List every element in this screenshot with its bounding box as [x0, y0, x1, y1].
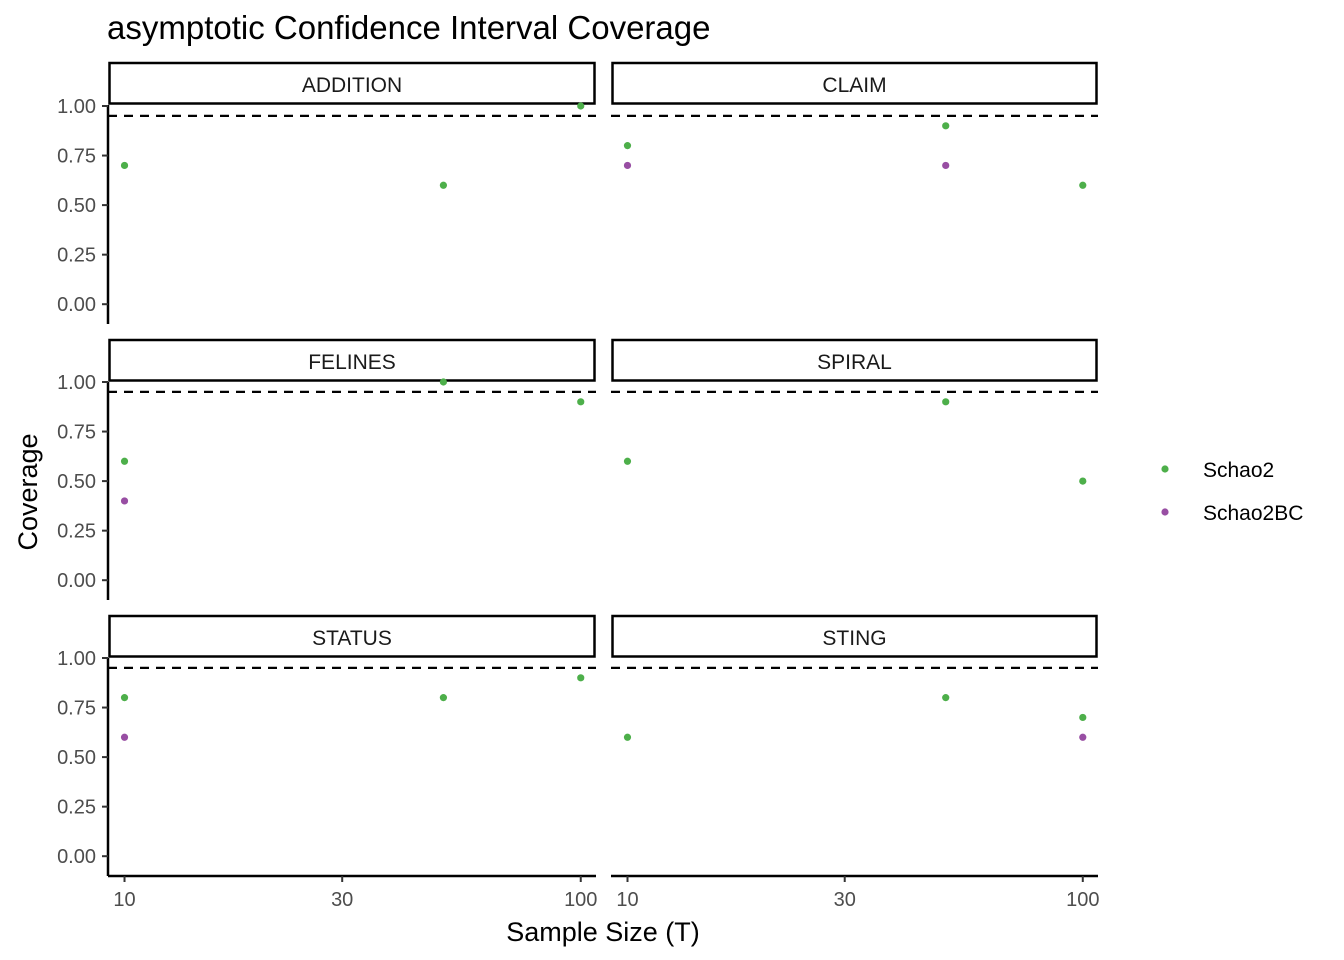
- data-point-schao2-claim: [942, 122, 950, 130]
- panel-status: STATUS 0.00 0.25 0.50 0.75 1.00 10 30 100: [57, 614, 597, 911]
- strip-label-addition: ADDITION: [302, 74, 402, 97]
- panel-addition: ADDITION 0.00 0.25 0.50 0.75 1.00: [57, 61, 596, 324]
- data-point-schao2bc-claim: [623, 161, 632, 170]
- legend-label-schao2bc: Schao2BC: [1203, 502, 1303, 525]
- strip-status: [108, 614, 596, 658]
- data-point-schao2bc-status: [120, 733, 129, 741]
- x-tick-label-sting: 100: [1066, 889, 1099, 911]
- data-point-schao2-felines: [439, 378, 448, 386]
- data-point-schao2-sting: [623, 733, 632, 741]
- panel-claim: CLAIM: [611, 61, 1098, 189]
- y-tick-label-addition: 0.50: [57, 195, 96, 217]
- strip-claim: [611, 61, 1098, 105]
- y-tick-label-felines: 0.75: [57, 422, 96, 444]
- data-point-schao2-felines: [577, 398, 585, 406]
- x-tick-label-sting: 30: [834, 889, 856, 911]
- y-tick-label-addition: 0.00: [57, 294, 96, 316]
- y-tick-label-felines: 0.50: [57, 471, 96, 493]
- data-point-schao2-spiral: [942, 398, 950, 406]
- panels-layer: ADDITION 0.00 0.25 0.50 0.75 1.00 CLAIM FELINES…: [57, 61, 1099, 911]
- y-axis-title: Coverage: [13, 433, 43, 550]
- data-point-schao2-spiral: [623, 457, 632, 465]
- strip-label-spiral: SPIRAL: [817, 351, 892, 374]
- legend-key-schao2bc: [1161, 508, 1169, 516]
- strip-label-claim: CLAIM: [822, 74, 886, 97]
- y-tick-label-status: 0.75: [57, 698, 96, 720]
- strip-felines: [108, 338, 596, 382]
- y-tick-label-status: 0.00: [57, 846, 96, 868]
- data-point-schao2bc-claim: [942, 161, 950, 170]
- chart-title: asymptotic Confidence Interval Coverage: [107, 9, 710, 46]
- data-point-schao2-status: [577, 674, 585, 682]
- data-point-schao2-addition: [577, 102, 585, 110]
- data-point-schao2bc-felines: [120, 497, 129, 505]
- y-tick-label-felines: 0.25: [57, 521, 96, 543]
- y-tick-label-addition: 0.25: [57, 245, 96, 267]
- data-point-schao2-claim: [1079, 181, 1087, 189]
- panel-spiral: SPIRAL: [611, 338, 1098, 485]
- x-tick-label-sting: 10: [616, 889, 638, 911]
- x-tick-label-status: 10: [113, 889, 135, 911]
- y-tick-label-status: 1.00: [57, 648, 96, 670]
- y-tick-label-addition: 1.00: [57, 96, 96, 118]
- panel-sting: STING 10 30 100: [611, 614, 1099, 911]
- y-tick-label-status: 0.25: [57, 797, 96, 819]
- data-point-schao2-sting: [1079, 713, 1087, 722]
- data-point-schao2bc-sting: [1079, 733, 1087, 741]
- data-point-schao2-status: [439, 694, 448, 702]
- y-tick-label-felines: 1.00: [57, 372, 96, 394]
- data-point-schao2-felines: [120, 457, 129, 465]
- data-point-schao2-status: [120, 694, 129, 702]
- x-axis-title: Sample Size (T): [506, 917, 700, 947]
- legend: Schao2 Schao2BC: [1161, 459, 1303, 525]
- data-point-schao2-addition: [439, 181, 448, 189]
- y-tick-label-felines: 0.00: [57, 570, 96, 592]
- strip-label-status: STATUS: [312, 627, 392, 650]
- data-point-schao2-sting: [942, 694, 950, 702]
- data-point-schao2-claim: [623, 142, 632, 150]
- data-point-schao2-addition: [120, 161, 129, 170]
- legend-key-schao2: [1161, 465, 1169, 473]
- strip-sting: [611, 614, 1098, 658]
- x-tick-label-status: 100: [564, 889, 597, 911]
- y-tick-label-status: 0.50: [57, 747, 96, 769]
- strip-spiral: [611, 338, 1098, 382]
- y-tick-label-addition: 0.75: [57, 146, 96, 168]
- legend-label-schao2: Schao2: [1203, 459, 1274, 482]
- data-point-schao2-spiral: [1079, 477, 1087, 485]
- strip-addition: [108, 61, 596, 105]
- strip-label-sting: STING: [822, 627, 886, 650]
- panel-felines: FELINES 0.00 0.25 0.50 0.75 1.00: [57, 338, 596, 600]
- x-tick-label-status: 30: [331, 889, 353, 911]
- strip-label-felines: FELINES: [308, 351, 396, 374]
